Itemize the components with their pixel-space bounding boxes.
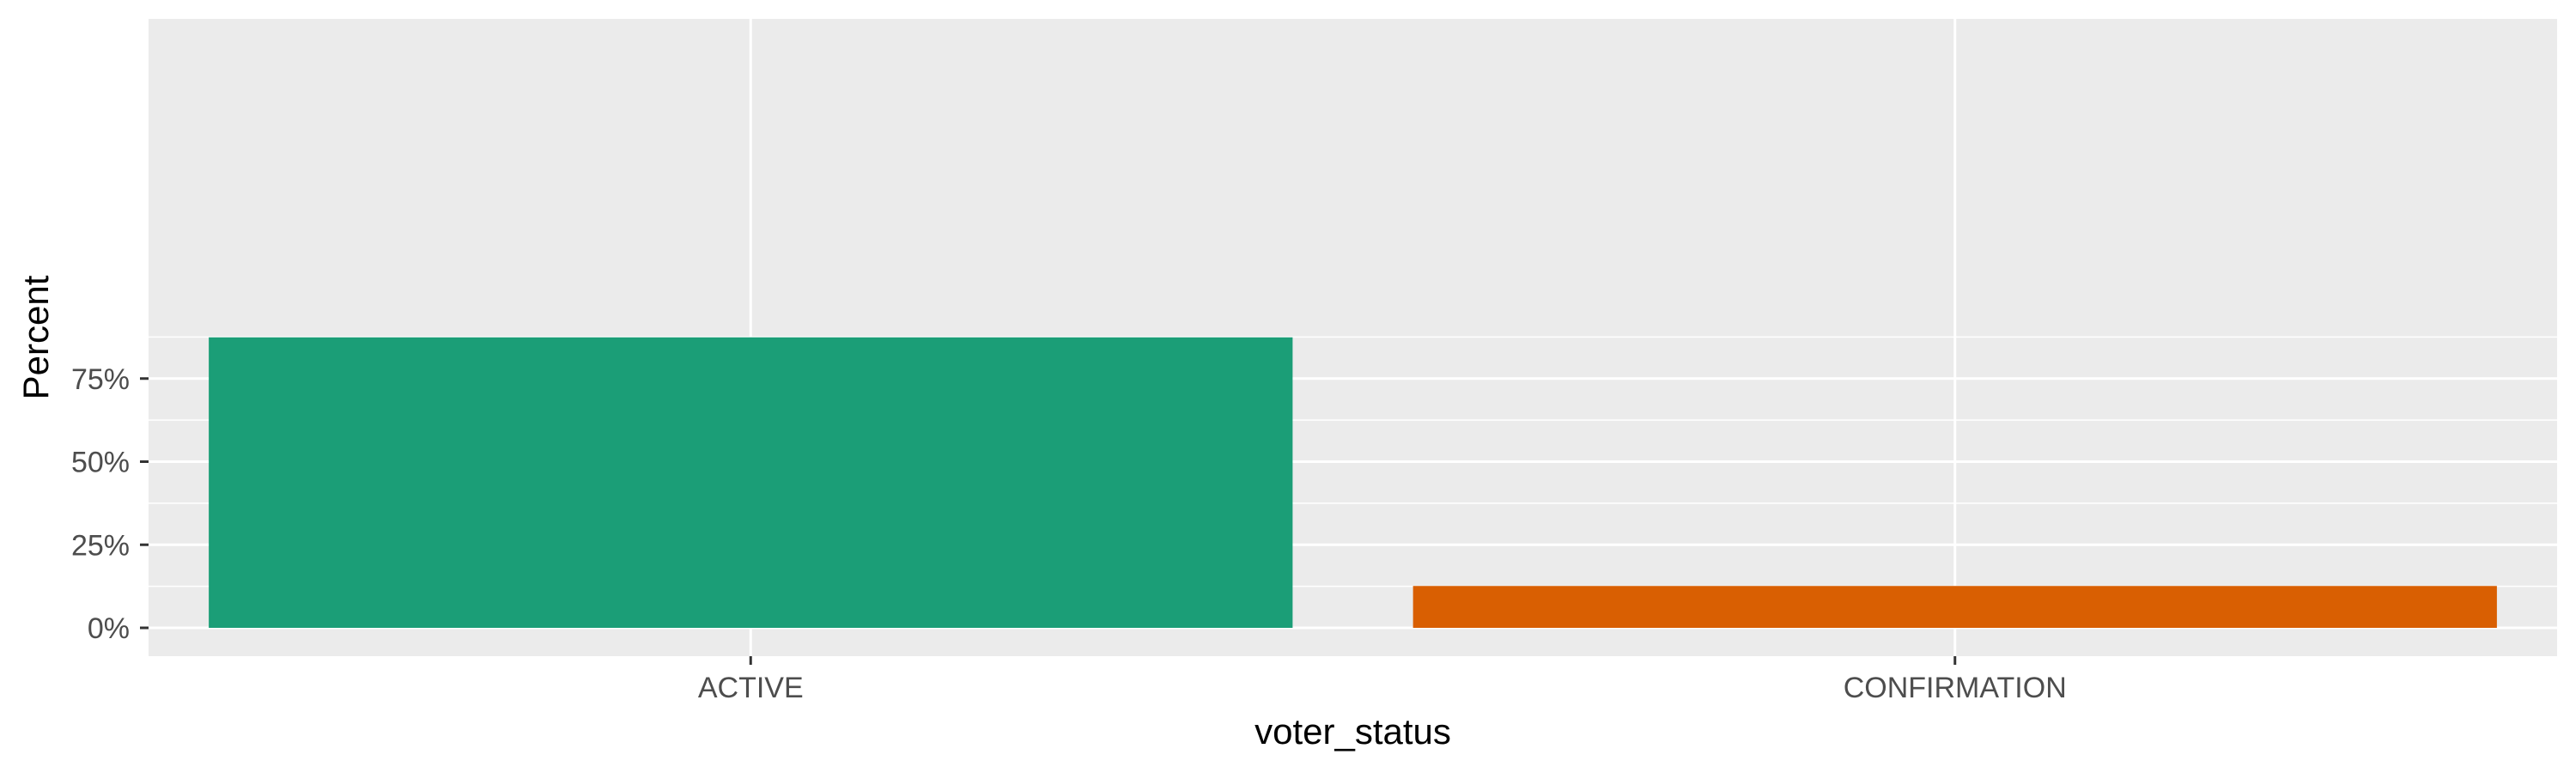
- bars: [209, 337, 2497, 628]
- bar-active: [209, 337, 1293, 628]
- y-axis: 0% 25% 50% 75%: [71, 363, 149, 645]
- x-tick-label: CONFIRMATION: [1844, 672, 2067, 704]
- y-tick-label: 75%: [71, 363, 130, 396]
- bar-confirmation: [1413, 586, 2497, 628]
- y-tick-label: 25%: [71, 529, 130, 562]
- x-axis-title: voter_status: [1255, 711, 1451, 752]
- y-tick-label: 0%: [88, 612, 130, 645]
- y-axis-title: Percent: [15, 275, 56, 399]
- y-tick-label: 50%: [71, 447, 130, 479]
- x-axis: ACTIVE CONFIRMATION: [698, 656, 2067, 704]
- x-tick-label: ACTIVE: [698, 672, 804, 704]
